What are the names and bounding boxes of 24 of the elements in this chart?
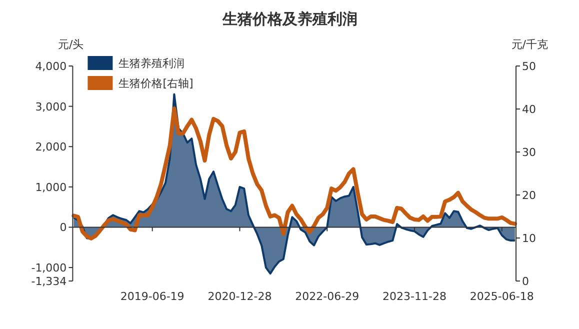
y-tick-label: 4,000	[35, 60, 67, 73]
y2-axis-title: 元/千克	[511, 38, 548, 51]
y2-tick-label: 30	[522, 146, 536, 159]
x-tick-label: 2020-12-28	[208, 290, 272, 303]
y-tick-label: 0	[60, 221, 67, 234]
legend-label: 生猪养殖利润	[118, 57, 185, 70]
y-tick-label: 3,000	[35, 100, 67, 114]
y-tick-label: -1,000	[31, 262, 67, 275]
x-tick-label: 2019-06-19	[120, 290, 184, 303]
x-tick-label: 2022-06-29	[295, 290, 360, 303]
y-tick-label: 2,000	[35, 140, 67, 154]
y-tick-label: 1,000	[35, 180, 67, 194]
y2-tick-label: 10	[522, 232, 536, 245]
chart-title: 生猪价格及养殖利润	[222, 10, 358, 28]
line-series	[72, 106, 517, 240]
x-tick-label: 2023-11-28	[382, 290, 446, 303]
y-tick-label: -1,334	[31, 275, 67, 288]
y2-tick-label: 20	[522, 189, 536, 202]
legend-label: 生猪价格[右轴]	[118, 77, 194, 90]
y2-tick-label: 40	[522, 103, 536, 116]
y2-tick-label: 50	[522, 60, 536, 73]
y-axis-title: 元/头	[58, 38, 84, 51]
x-tick-label: 2025-06-18	[470, 290, 534, 303]
y2-tick-label: 0	[522, 275, 529, 288]
